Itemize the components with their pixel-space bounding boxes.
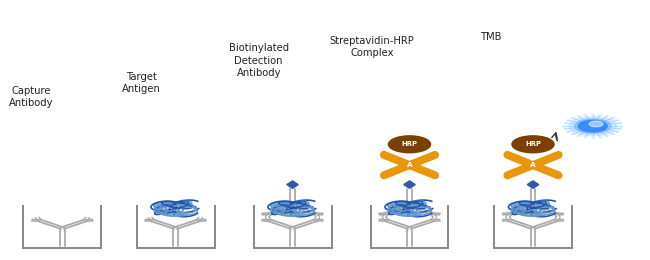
Text: HRP: HRP	[525, 141, 541, 147]
Circle shape	[389, 136, 430, 153]
Text: HRP: HRP	[402, 141, 417, 147]
Polygon shape	[506, 170, 521, 176]
Polygon shape	[421, 170, 437, 176]
Polygon shape	[404, 181, 415, 188]
Polygon shape	[545, 154, 560, 160]
Circle shape	[589, 121, 603, 127]
Circle shape	[512, 136, 554, 153]
Text: A: A	[407, 162, 412, 168]
Circle shape	[569, 117, 616, 135]
Polygon shape	[545, 170, 560, 176]
Circle shape	[575, 119, 611, 133]
Text: Target
Antigen: Target Antigen	[122, 72, 161, 94]
Polygon shape	[527, 181, 539, 188]
Text: Biotinylated
Detection
Antibody: Biotinylated Detection Antibody	[229, 43, 289, 78]
Circle shape	[578, 120, 607, 132]
Polygon shape	[421, 154, 437, 160]
Text: TMB: TMB	[480, 32, 502, 42]
Circle shape	[564, 114, 622, 138]
Text: A: A	[530, 162, 536, 168]
Polygon shape	[382, 154, 398, 160]
Text: Capture
Antibody: Capture Antibody	[9, 86, 53, 108]
Polygon shape	[506, 154, 521, 160]
Polygon shape	[287, 181, 298, 188]
Text: Streptavidin-HRP
Complex: Streptavidin-HRP Complex	[330, 36, 414, 58]
Polygon shape	[382, 170, 398, 176]
